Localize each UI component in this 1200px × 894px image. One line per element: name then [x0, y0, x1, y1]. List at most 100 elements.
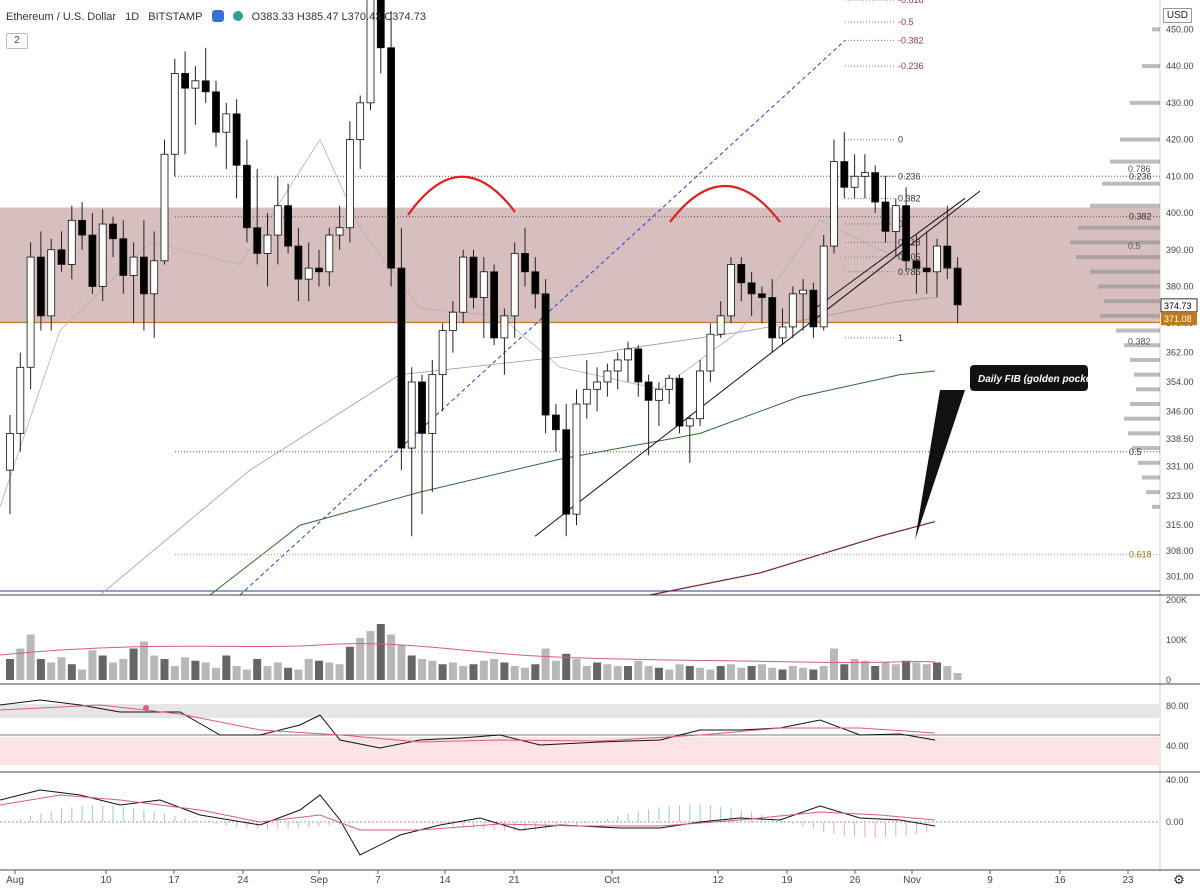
right-arc	[669, 185, 781, 223]
volume-bar	[840, 664, 849, 680]
volume-bar	[170, 666, 179, 680]
price-axis-label: 380.00	[1166, 281, 1194, 291]
currency-button[interactable]: USD	[1162, 8, 1192, 23]
candle-body	[181, 73, 190, 89]
price-axis-label: 410.00	[1166, 171, 1194, 181]
volume-bar	[16, 648, 25, 680]
volume-bar	[438, 664, 447, 680]
volume-bar	[902, 660, 911, 680]
x-axis-label: 9	[987, 875, 993, 886]
volume-profile-bar	[1076, 255, 1160, 260]
candle-body	[212, 91, 220, 133]
volume-bar	[654, 667, 663, 680]
callout-pointer	[915, 390, 965, 540]
candle-body	[222, 113, 231, 133]
x-axis-label: 14	[439, 875, 451, 886]
x-axis-label: 19	[781, 875, 793, 886]
candle-body	[98, 223, 107, 287]
volume-profile-bar	[1110, 159, 1160, 164]
volume-bar	[150, 655, 159, 680]
candle-body	[191, 80, 200, 89]
volume-bar	[242, 669, 251, 680]
candle-body	[109, 223, 117, 240]
candle-body	[57, 249, 66, 265]
fib-level-label: 1	[898, 333, 903, 343]
candle-body	[315, 267, 323, 273]
gear-icon[interactable]: ⚙	[1173, 872, 1185, 887]
volume-bar	[809, 669, 818, 680]
profile-fib-label: 0.382	[1128, 337, 1151, 347]
volume-bar	[6, 659, 14, 680]
candle-body	[891, 205, 900, 232]
interval-label[interactable]: 1D	[125, 11, 140, 23]
symbol-name[interactable]: Ethereum / U.S. Dollar	[6, 11, 117, 23]
candle-body	[840, 161, 849, 188]
candle-body	[16, 366, 25, 434]
exchange-label: BITSTAMP	[148, 11, 203, 23]
x-axis-label: 7	[375, 875, 381, 886]
price-axis-label: 346.00	[1166, 406, 1194, 416]
volume-axis-label: 0	[1166, 675, 1171, 685]
volume-bar	[253, 659, 262, 680]
macd-signal-line	[0, 794, 936, 831]
candle-body	[613, 359, 622, 372]
candle-body	[37, 256, 45, 317]
volume-bar	[67, 664, 76, 680]
volume-bar	[747, 666, 756, 680]
volume-profile-bar	[1078, 225, 1160, 230]
volume-bar	[644, 666, 653, 680]
volume-bar	[685, 666, 694, 680]
volume-profile-bar	[1090, 269, 1160, 274]
volume-bar	[541, 648, 550, 680]
price-axis-label: 338.50	[1166, 434, 1194, 444]
callout-box	[970, 365, 1088, 391]
ma-slow-line	[99, 297, 936, 596]
candle-body	[459, 256, 468, 313]
x-axis-label: 10	[100, 875, 112, 886]
volume-bar	[819, 666, 828, 680]
candle-body	[871, 172, 880, 203]
candle-body	[335, 227, 344, 236]
candle-body	[696, 370, 704, 420]
candle-body	[778, 326, 787, 339]
volume-bar	[788, 666, 797, 680]
candle-body	[593, 381, 601, 390]
volume-bar	[562, 653, 571, 680]
price-axis-label: 450.00	[1166, 24, 1194, 34]
candle-body	[325, 234, 334, 273]
candle-body	[510, 253, 519, 317]
eye-icon[interactable]	[211, 10, 224, 22]
candle-body	[881, 201, 890, 232]
volume-bar	[222, 655, 231, 680]
candle-body	[294, 245, 303, 280]
volume-bar	[624, 666, 632, 680]
volume-bar	[706, 669, 715, 680]
candle-body	[582, 388, 591, 405]
candle-body	[531, 271, 540, 295]
candle-body	[26, 256, 35, 368]
x-axis-label: 23	[1122, 875, 1134, 886]
macd-axis-label: 0.00	[1166, 817, 1184, 827]
dashed-trendline	[239, 40, 846, 596]
candle-body	[345, 139, 354, 229]
candle-body	[201, 80, 210, 93]
volume-ma-line	[0, 643, 936, 664]
candle-body	[737, 264, 746, 284]
volume-bar	[273, 662, 282, 680]
study-count-text: 2	[14, 35, 20, 46]
candle-body	[562, 429, 571, 515]
volume-bar	[181, 657, 190, 680]
candle-body	[861, 172, 869, 177]
candle-body	[943, 245, 952, 269]
volume-profile-bar	[1130, 402, 1160, 407]
volume-bar	[201, 662, 210, 680]
fib-level-label: 0.382	[898, 193, 921, 203]
price-axis-label: 390.00	[1166, 245, 1194, 255]
left-arc	[407, 175, 516, 216]
study-count-badge[interactable]: 2	[6, 33, 28, 49]
volume-bar	[603, 664, 612, 680]
volume-profile-bar	[1070, 240, 1160, 245]
x-axis-label: 17	[168, 875, 180, 886]
volume-bar	[139, 641, 148, 680]
